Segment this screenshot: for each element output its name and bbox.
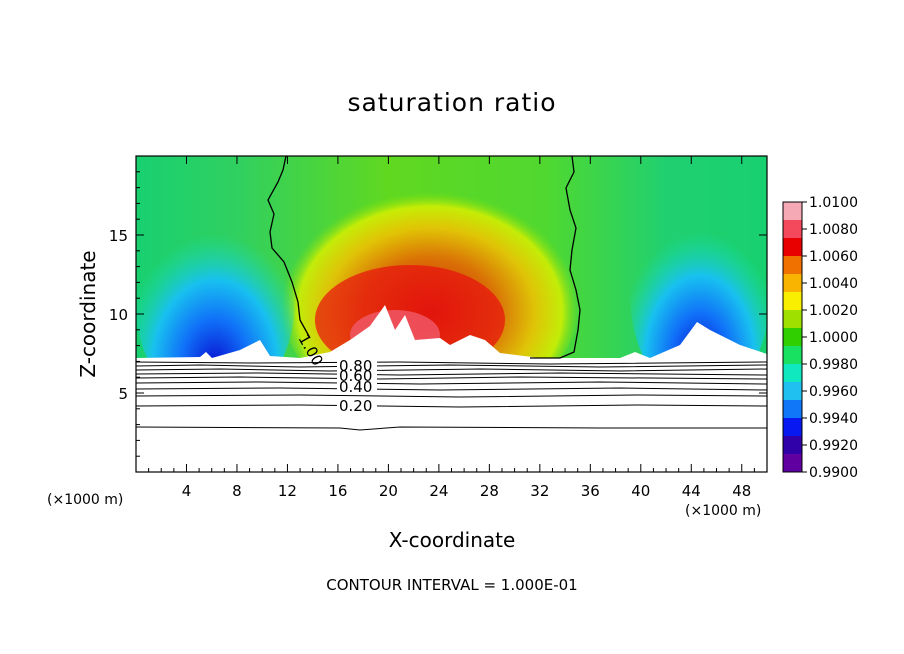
contour-near-surface-5 <box>136 376 767 380</box>
colorbar-swatch <box>783 220 802 239</box>
colorbar-swatch <box>783 238 802 257</box>
contour-label-0.40: 0.40 <box>339 378 372 396</box>
colorbar-label: 0.9960 <box>809 384 858 400</box>
colorbar-swatch <box>783 400 802 419</box>
x-tick-label: 40 <box>631 482 650 500</box>
x-tick-label: 8 <box>232 482 242 500</box>
contour-near-surface-7 <box>136 387 767 391</box>
x-tick-label: 28 <box>480 482 499 500</box>
x-tick-label: 36 <box>581 482 600 500</box>
x-tick-label: 4 <box>182 482 192 500</box>
x-unit-label-left: (×1000 m) <box>47 492 124 508</box>
contour-label-bg-0.80 <box>337 358 377 370</box>
colorbar-swatch <box>783 364 802 383</box>
x-tick-label: 12 <box>278 482 297 500</box>
contour-near-surface-10 <box>136 426 767 431</box>
contour-near-surface-1 <box>136 361 767 365</box>
x-tick-label: 44 <box>682 482 701 500</box>
colorbar-swatch <box>783 436 802 455</box>
x-axis-label: X-coordinate <box>389 528 516 552</box>
x-tick-label: 24 <box>429 482 448 500</box>
x-unit-label-right: (×1000 m) <box>685 503 762 519</box>
colorbar-label: 0.9900 <box>809 465 858 481</box>
x-tick-label: 48 <box>732 482 751 500</box>
colorbar-label: 1.0060 <box>809 249 858 265</box>
y-tick-label: 5 <box>118 385 128 403</box>
contour-near-surface-8 <box>136 394 767 398</box>
colorbar-label: 1.0040 <box>809 276 858 292</box>
y-axis-label: Z-coordinate <box>76 250 100 377</box>
colorbar-swatch <box>783 202 802 221</box>
contour-near-surface-9 <box>136 404 767 408</box>
colorbar-label: 1.0000 <box>809 330 858 346</box>
contour-labels: 1.00 0.80 0.60 0.40 0.20 <box>295 331 377 415</box>
chart-title: saturation ratio <box>347 88 557 117</box>
y-tick-label: 10 <box>109 306 128 324</box>
colorbar-label: 1.0080 <box>809 222 858 238</box>
colorbar-swatch <box>783 328 802 347</box>
x-tick-label: 20 <box>379 482 398 500</box>
colorbar-swatch <box>783 292 802 311</box>
contour-label-0.80: 0.80 <box>339 357 372 375</box>
contour-label-0.20: 0.20 <box>339 397 372 415</box>
y-axis-ticks: 5 10 15 <box>109 171 767 457</box>
colorbar-swatch <box>783 418 802 437</box>
x-tick-label: 16 <box>328 482 347 500</box>
y-tick-label: 15 <box>109 227 128 245</box>
contour-1.00-right <box>530 156 581 359</box>
colorbar-label: 1.0100 <box>809 195 858 211</box>
field-layer <box>136 156 767 472</box>
contour-near-surface-4 <box>136 372 767 376</box>
colorbar-label: 0.9980 <box>809 357 858 373</box>
colorbar: 1.0100 1.0080 1.0060 1.0040 1.0020 1.0000 0.99… <box>782 195 858 481</box>
contour-label-bg-0.40 <box>337 378 377 392</box>
colorbar-swatch <box>783 310 802 329</box>
lower-white-region <box>136 305 767 472</box>
contour-near-surface-3 <box>136 368 767 372</box>
contour-interval-note: CONTOUR INTERVAL = 1.000E-01 <box>326 576 578 594</box>
contour-1.00-left <box>267 156 311 339</box>
x-axis-ticks: 4 8 12 16 20 24 28 32 36 40 44 48 <box>148 156 755 500</box>
contour-label-0.60: 0.60 <box>339 367 372 385</box>
colorbar-label: 0.9940 <box>809 411 858 427</box>
colorbar-swatch <box>783 346 802 365</box>
colorbar-swatch <box>783 454 802 473</box>
contour-label-bg-0.20 <box>337 398 377 412</box>
plot-area: 1.00 0.80 0.60 0.40 0.20 4 8 12 16 20 24 28 32 3… <box>109 155 768 500</box>
colorbar-swatch <box>783 274 802 293</box>
colorbar-label: 0.9920 <box>809 438 858 454</box>
colorbar-swatch <box>783 256 802 275</box>
colorbar-label: 1.0020 <box>809 303 858 319</box>
x-tick-label: 32 <box>530 482 549 500</box>
contour-near-surface-6 <box>136 381 767 385</box>
colorbar-swatch <box>783 382 802 401</box>
